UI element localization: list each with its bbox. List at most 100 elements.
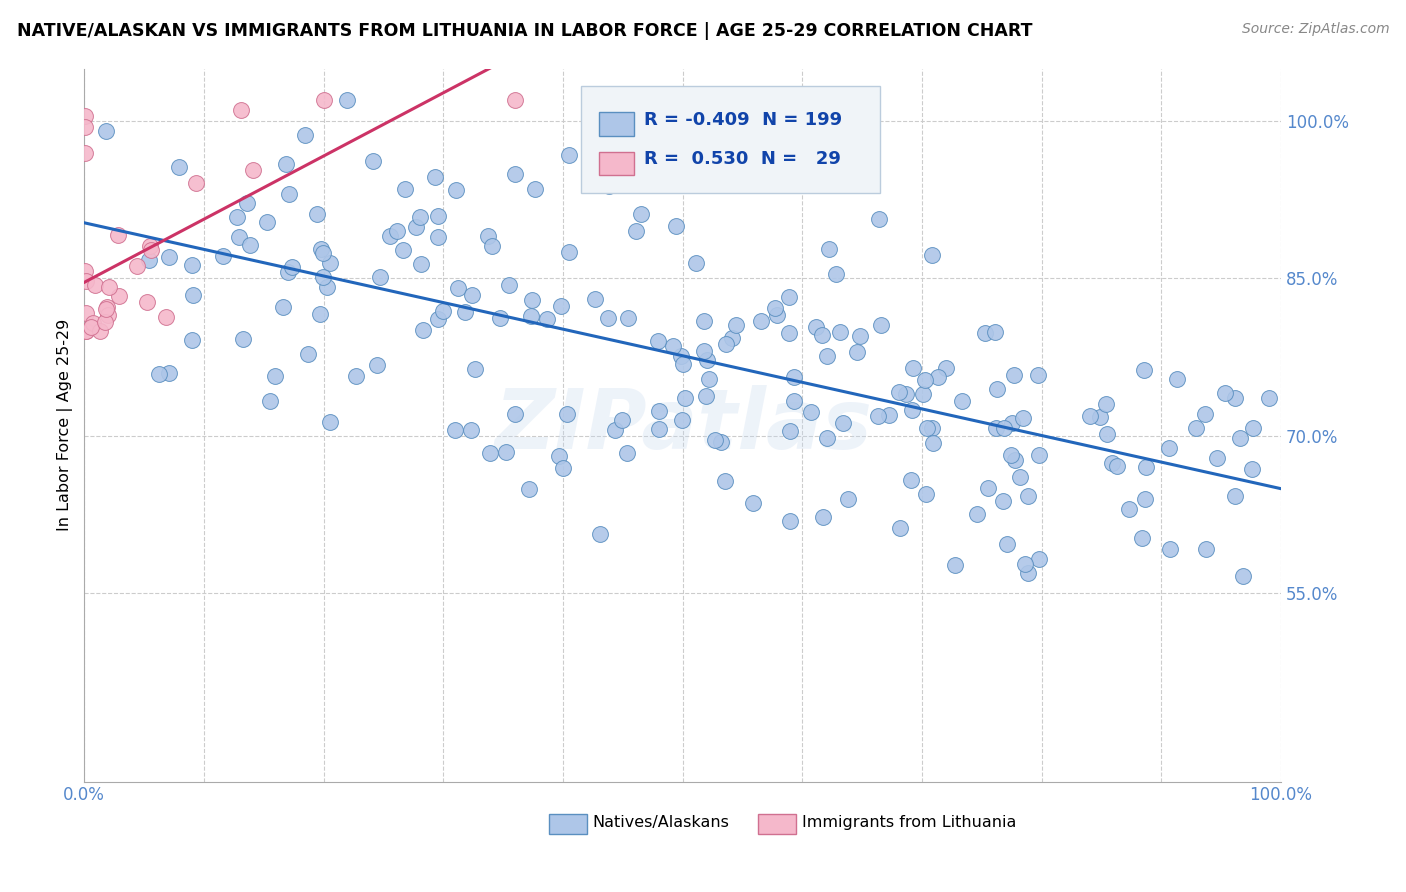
Point [661, 339, 683, 353]
Point [901, 361, 924, 376]
Point [1133, 363, 1156, 377]
Point [138, 253, 160, 268]
Point [695, 389, 717, 403]
Point [107, 228, 129, 243]
Point [671, 413, 693, 427]
Point [630, 207, 652, 221]
Point [1229, 431, 1251, 445]
Point [1135, 460, 1157, 475]
Point [811, 328, 834, 343]
Point [703, 433, 725, 447]
Point [443, 423, 465, 437]
Point [392, 244, 415, 258]
Point [849, 329, 872, 343]
Point [239, 238, 262, 252]
Point [778, 291, 800, 305]
Point [226, 211, 249, 225]
Point [366, 358, 388, 372]
Point [495, 445, 517, 459]
Point [1101, 456, 1123, 470]
Point [412, 323, 434, 337]
Point [368, 269, 391, 284]
Point [914, 373, 936, 387]
Point [943, 558, 966, 572]
Point [1243, 420, 1265, 434]
Point [778, 326, 800, 341]
Point [319, 256, 342, 270]
Text: NATIVE/ALASKAN VS IMMIGRANTS FROM LITHUANIA IN LABOR FORCE | AGE 25-29 CORRELATI: NATIVE/ALASKAN VS IMMIGRANTS FROM LITHUA… [17, 22, 1032, 40]
Point [1011, 411, 1033, 425]
Point [108, 289, 131, 303]
Point [550, 300, 572, 314]
Point [481, 239, 503, 253]
Point [887, 385, 910, 400]
Point [986, 382, 1008, 396]
Point [1088, 410, 1111, 425]
Point [555, 407, 578, 421]
Point [616, 446, 638, 460]
Point [138, 239, 160, 253]
Point [697, 372, 720, 386]
Point [280, 260, 302, 274]
FancyBboxPatch shape [758, 814, 796, 834]
Point [1258, 392, 1281, 406]
Point [714, 474, 737, 488]
Point [605, 424, 627, 438]
Point [993, 420, 1015, 434]
Point [782, 393, 804, 408]
Point [1232, 568, 1254, 582]
Point [426, 311, 449, 326]
Text: Immigrants from Lithuania: Immigrants from Lithuania [803, 815, 1017, 830]
Point [1166, 372, 1188, 386]
Point [136, 295, 159, 310]
Point [1010, 470, 1032, 484]
Point [75, 263, 97, 277]
Point [312, 93, 335, 107]
Point [259, 394, 281, 409]
Point [1028, 448, 1050, 462]
Point [665, 219, 688, 233]
Point [489, 311, 512, 326]
Point [673, 391, 696, 405]
Point [671, 357, 693, 371]
Point [264, 369, 287, 384]
Point [806, 320, 828, 334]
Point [96, 300, 118, 314]
Point [799, 405, 821, 419]
Point [1223, 489, 1246, 503]
Point [155, 310, 177, 325]
Point [889, 521, 911, 535]
Point [1206, 450, 1229, 465]
Point [1014, 557, 1036, 571]
Point [648, 422, 671, 436]
Point [1000, 448, 1022, 462]
Point [710, 435, 733, 450]
Text: Natives/Alaskans: Natives/Alaskans [593, 815, 730, 830]
Point [75, 306, 97, 320]
Point [169, 161, 191, 175]
Point [763, 301, 786, 315]
Point [553, 461, 575, 475]
Point [83, 278, 105, 293]
Point [148, 367, 170, 381]
Point [811, 509, 834, 524]
Point [1213, 386, 1236, 401]
Point [1004, 452, 1026, 467]
Point [520, 293, 543, 307]
Point [589, 527, 612, 541]
Point [1223, 391, 1246, 405]
Point [181, 333, 204, 347]
Point [1159, 541, 1181, 556]
Point [846, 345, 869, 359]
Point [598, 310, 620, 325]
Point [344, 368, 367, 383]
Point [336, 93, 359, 107]
Point [312, 246, 335, 260]
Point [877, 408, 900, 422]
Point [212, 249, 235, 263]
Point [669, 349, 692, 363]
Point [236, 195, 259, 210]
Point [825, 267, 848, 281]
Point [815, 349, 838, 363]
Point [503, 167, 526, 181]
